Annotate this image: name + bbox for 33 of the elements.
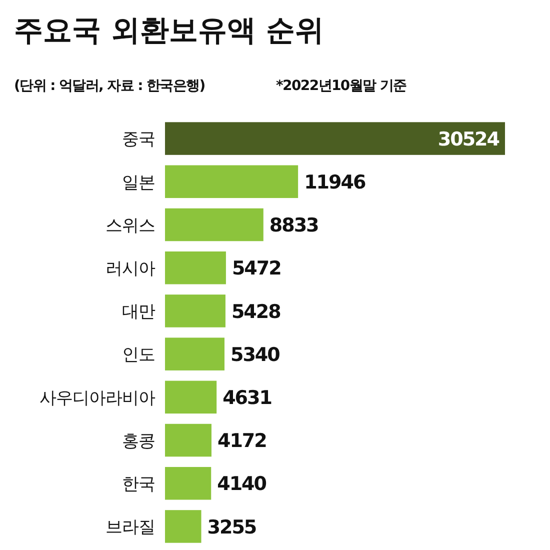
data-label: 5472	[232, 258, 281, 280]
y-tick-label: 한국	[122, 474, 155, 494]
bar	[165, 294, 226, 328]
data-label: 4631	[222, 386, 272, 409]
y-tick-label: 스위스	[106, 216, 155, 236]
bar	[165, 466, 212, 500]
y-tick-label: 인도	[122, 345, 155, 366]
y-tick-label: 대만	[122, 302, 156, 322]
y-tick-label: 사우디아라비아	[40, 388, 156, 408]
text: *2022년10월말 기준	[276, 78, 408, 94]
data-label: 4140	[217, 473, 267, 496]
data-label: 30524	[438, 128, 500, 150]
bar	[165, 338, 224, 370]
y-tick-label: 일본	[122, 172, 155, 193]
bar	[165, 510, 202, 543]
chart-title: 주요국 외환보유액 순위	[14, 13, 324, 47]
data-label: 3255	[207, 516, 256, 538]
data-label: 5340	[230, 344, 280, 366]
bar	[165, 122, 505, 155]
bar	[165, 251, 226, 284]
y-tick-label: 브라질	[106, 518, 155, 538]
bar	[165, 165, 298, 198]
data-label: 4172	[217, 430, 266, 452]
data-label: 5428	[231, 300, 282, 323]
bar	[165, 380, 217, 414]
bar	[165, 424, 212, 457]
bar	[165, 208, 264, 242]
y-tick-label: 홍콩	[122, 431, 155, 452]
chart-subtitle: (단위 : 억달러, 자료 : 한국은행)	[14, 78, 206, 94]
y-tick-label: 러시아	[106, 258, 156, 279]
y-tick-label: 중국	[122, 130, 155, 150]
data-label: 11946	[304, 171, 366, 194]
data-label: 8833	[269, 214, 318, 237]
